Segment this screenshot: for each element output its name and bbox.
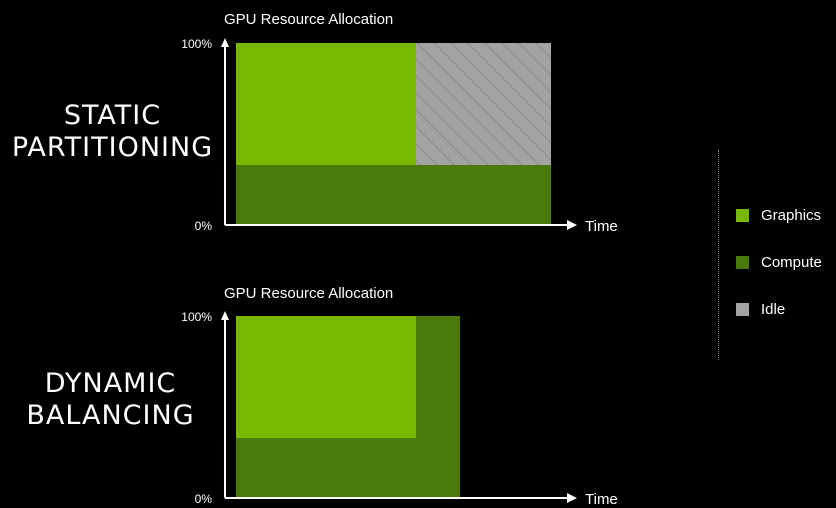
static-y-axis-arrow (221, 38, 229, 47)
dynamic-x-axis-arrow (567, 493, 577, 503)
static-x-axis-arrow (567, 220, 577, 230)
static-graphics-block (236, 43, 416, 165)
static-chart-title: GPU Resource Allocation (224, 11, 393, 28)
static-title-line1: STATIC (63, 100, 162, 131)
dynamic-y-axis-arrow (221, 311, 229, 320)
compute-swatch (736, 255, 749, 269)
dynamic-title-line2: BALANCING (26, 400, 195, 431)
dynamic-title-line1: DYNAMIC (44, 368, 177, 399)
legend-label-graphics: Graphics (761, 206, 822, 224)
dynamic-balancing-title: DYNAMIC BALANCING (8, 368, 213, 432)
idle-swatch (736, 302, 749, 316)
static-title-line2: PARTITIONING (11, 132, 214, 163)
legend: Graphics Compute Idle (736, 203, 822, 344)
static-x-label: Time (585, 218, 618, 235)
legend-item-idle: Idle (736, 297, 822, 321)
legend-item-graphics: Graphics (736, 203, 822, 227)
dynamic-y-bottom-label: 0% (195, 492, 213, 506)
static-partitioning-title: STATIC PARTITIONING (10, 100, 215, 164)
static-y-bottom-label: 0% (195, 219, 213, 233)
legend-item-compute: Compute (736, 250, 822, 274)
dynamic-x-label: Time (585, 491, 618, 508)
legend-label-compute: Compute (761, 253, 822, 271)
static-compute-block (236, 165, 551, 225)
dynamic-graphics-block (236, 316, 416, 438)
legend-label-idle: Idle (761, 300, 786, 318)
dynamic-chart: GPU Resource Allocation 100% 0% Time (181, 285, 617, 508)
graphics-swatch (736, 208, 749, 222)
static-y-top-label: 100% (181, 37, 212, 51)
dynamic-y-top-label: 100% (181, 310, 212, 324)
legend-divider (718, 150, 719, 360)
static-chart: GPU Resource Allocation 100% 0% Time (181, 11, 617, 235)
static-idle-block (416, 43, 551, 165)
dynamic-chart-title: GPU Resource Allocation (224, 285, 393, 302)
